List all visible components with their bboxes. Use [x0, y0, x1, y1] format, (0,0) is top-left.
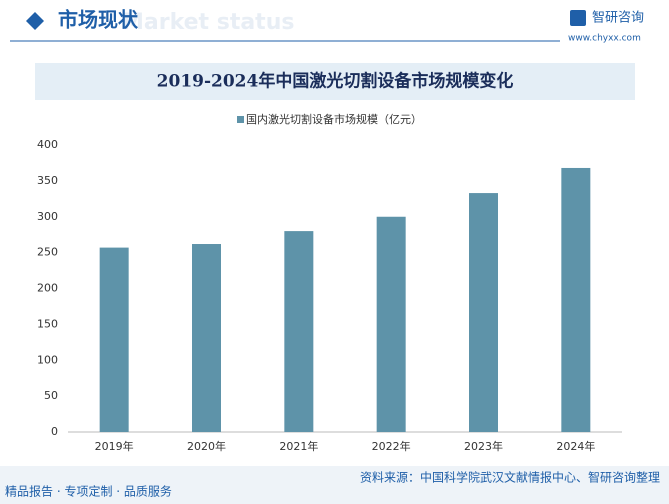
chart-title: 2019-2024年中国激光切割设备市场规模变化 [157, 71, 514, 92]
source-note: 资料来源：中国科学院武汉文献情报中心、智研咨询整理 [360, 470, 660, 485]
y-tick-label: 400 [37, 138, 58, 151]
y-tick-label: 200 [37, 282, 58, 295]
legend-label: 国内激光切割设备市场规模（亿元） [246, 112, 422, 126]
header-watermark: Market status [122, 10, 294, 35]
y-tick-label: 0 [51, 425, 58, 438]
bar [99, 247, 129, 432]
title-band [35, 63, 635, 100]
bar [469, 193, 498, 432]
header-icon [26, 12, 44, 30]
header-title: 市场现状 [58, 8, 139, 32]
bar [284, 231, 314, 432]
brand-name: 智研咨询 [592, 11, 644, 26]
legend-swatch [237, 116, 244, 123]
brand-logo [570, 10, 586, 26]
footer-band [0, 466, 669, 504]
bar [192, 244, 221, 432]
x-tick-label: 2021年 [279, 439, 318, 453]
footer-tagline: 精品报告 · 专项定制 · 品质服务 [5, 484, 172, 499]
bar [376, 216, 406, 432]
x-tick-label: 2024年 [556, 439, 595, 453]
brand-url: www.chyxx.com [568, 34, 641, 44]
x-tick-label: 2020年 [187, 439, 226, 453]
y-tick-label: 100 [37, 353, 58, 366]
y-tick-label: 300 [37, 210, 58, 223]
y-tick-label: 50 [44, 389, 58, 402]
bar [561, 167, 591, 432]
y-tick-label: 350 [37, 174, 58, 187]
x-tick-label: 2019年 [95, 439, 134, 453]
x-tick-label: 2023年 [464, 439, 503, 453]
y-tick-label: 150 [37, 317, 58, 330]
x-tick-label: 2022年 [372, 439, 411, 453]
y-tick-label: 250 [37, 246, 58, 259]
